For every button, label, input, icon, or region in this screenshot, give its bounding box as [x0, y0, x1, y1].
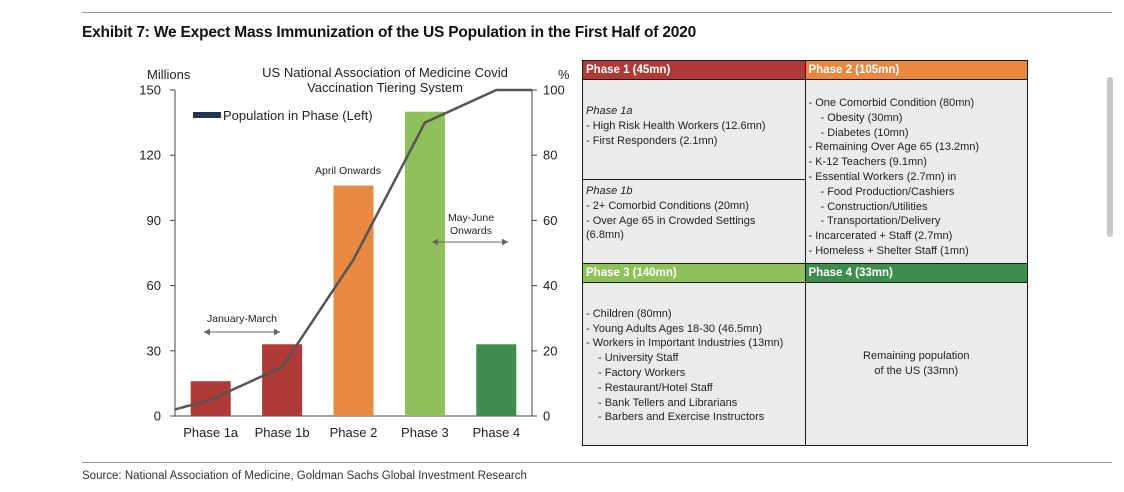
annotation-jan-march: January-March: [207, 313, 277, 325]
legend-swatch: [193, 112, 221, 118]
phase1b-item: (6.8mn): [586, 229, 624, 242]
phase2-item: - Essential Workers (2.7mn) in: [808, 170, 957, 183]
annotation-may-june: May-June: [448, 212, 494, 224]
chart-title: Vaccination Tiering System: [307, 80, 463, 95]
phase2-item: - One Comorbid Condition (80mn): [808, 97, 975, 109]
bar-phase-1b: [262, 344, 303, 416]
phase1b-cell: Phase 1b - 2+ Comorbid Conditions (20mn)…: [582, 179, 806, 264]
phase2-item: - Homeless + Shelter Staff (1mn): [808, 244, 969, 257]
phase2-cell: - One Comorbid Condition (80mn) - Obesit…: [804, 79, 1028, 264]
chart-title: US National Association of Medicine Covi…: [262, 65, 508, 80]
arrow-head: [502, 238, 508, 246]
left-tick-label: 90: [147, 213, 161, 228]
right-tick-label: 0: [543, 409, 550, 424]
phase2-item: - Obesity (30mn): [820, 111, 903, 124]
bar-phase-2: [333, 185, 374, 416]
phase3-item: - Restaurant/Hotel Staff: [598, 381, 713, 394]
phase1a-item: - First Responders (2.1mn): [586, 134, 718, 147]
right-axis-label: %: [558, 67, 570, 82]
phase2-item: - Diabetes (10mn): [820, 126, 909, 139]
phase3-item: - Workers in Important Industries (13mn): [586, 337, 784, 350]
phase1a-title: Phase 1a: [586, 105, 633, 117]
right-tick-label: 20: [543, 343, 557, 358]
phase2-item: - Transportation/Delivery: [820, 215, 941, 228]
phase1b-title: Phase 1b: [586, 185, 633, 198]
bar-phase-4: [476, 344, 517, 416]
phase4-line: Remaining population: [863, 350, 970, 363]
arrow-head: [432, 238, 438, 246]
x-tick-label: Phase 1b: [255, 425, 310, 440]
phase4-header: Phase 4 (33mn): [804, 262, 1028, 283]
phase2-item: - Remaining Over Age 65 (13.2mn): [808, 141, 980, 154]
phase3-item: - Children (80mn): [586, 307, 672, 320]
phase3-item: - Bank Tellers and Librarians: [598, 396, 738, 409]
cumulative-line: [174, 88, 532, 411]
phase-table: Phase 1 (45mn) Phase 2 (105mn) Phase 1a …: [582, 60, 1028, 447]
phase3-cell: - Children (80mn) - Young Adults Ages 18…: [582, 281, 806, 447]
phase2-item: - Construction/Utilities: [820, 200, 928, 213]
phase4-cell: Remaining population of the US (33mn): [804, 281, 1028, 447]
left-axis-label: Millions: [147, 67, 191, 82]
exhibit-title: Exhibit 7: We Expect Mass Immunization o…: [82, 24, 696, 41]
source-note: Source: National Association of Medicine…: [82, 470, 527, 482]
right-tick-label: 80: [543, 148, 557, 163]
left-tick-label: 150: [139, 83, 161, 98]
arrow-head: [204, 328, 210, 336]
bottom-rule: [82, 462, 1112, 463]
phase1a-item: - High Risk Health Workers (12.6mn): [586, 119, 766, 132]
legend-label: Population in Phase (Left): [223, 108, 373, 123]
left-tick-label: 30: [147, 343, 161, 358]
phase1b-item: - 2+ Comorbid Conditions (20mn): [586, 199, 749, 212]
right-tick-label: 100: [543, 83, 565, 98]
scrollbar-thumb[interactable]: [1107, 77, 1113, 237]
arrow-head: [274, 328, 280, 336]
left-tick-label: 120: [139, 148, 161, 163]
left-tick-label: 60: [147, 278, 161, 293]
phase3-item: - Barbers and Exercise Instructors: [598, 411, 765, 424]
bar-phase-3: [404, 111, 445, 416]
x-tick-label: Phase 2: [330, 425, 378, 440]
phase3-header: Phase 3 (140mn): [582, 262, 806, 283]
phase2-item: - K-12 Teachers (9.1mn): [808, 156, 927, 169]
phase3-item: - Factory Workers: [598, 366, 686, 379]
right-tick-label: 60: [543, 213, 557, 228]
annotation-may-june: Onwards: [450, 225, 492, 237]
phase3-item: - Young Adults Ages 18-30 (46.5mn): [586, 322, 763, 335]
left-tick-label: 0: [154, 409, 161, 424]
phase2-item: - Food Production/Cashiers: [820, 185, 955, 198]
phase3-item: - University Staff: [598, 352, 679, 365]
phase1-header: Phase 1 (45mn): [582, 60, 806, 80]
vaccination-chart: 0 30 60 90 120 150 0 20 40 60 80 100 Millions % US Nat…: [139, 65, 570, 440]
annotation-april: April Onwards: [315, 165, 381, 177]
x-tick-label: Phase 4: [472, 425, 520, 440]
x-tick-label: Phase 3: [401, 425, 449, 440]
x-tick-label: Phase 1a: [183, 425, 239, 440]
phase4-line: of the US (33mn): [874, 364, 959, 377]
right-tick-label: 40: [543, 278, 557, 293]
phase1a-cell: Phase 1a - High Risk Health Workers (12.…: [582, 78, 806, 181]
phase2-header: Phase 2 (105mn): [804, 60, 1028, 80]
phase2-item: - Incarcerated + Staff (2.7mn): [808, 230, 953, 243]
top-rule: [82, 12, 1112, 13]
phase1b-item: - Over Age 65 in Crowded Settings: [586, 214, 756, 227]
